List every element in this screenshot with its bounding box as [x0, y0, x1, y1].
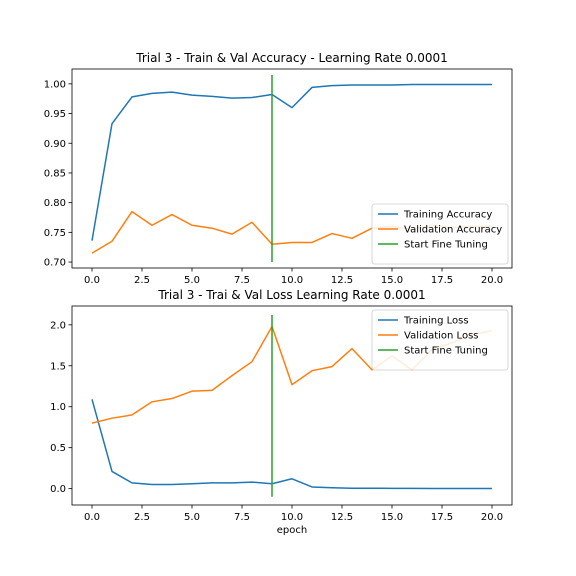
x-tick-label: 5.0 [184, 512, 200, 523]
x-tick-label: 20.0 [481, 275, 503, 286]
x-tick-label: 5.0 [184, 275, 200, 286]
y-tick-label: 1.0 [50, 402, 66, 413]
accuracy-chart: Trial 3 - Train & Val Accuracy - Learnin… [44, 51, 513, 286]
y-tick-label: 0.70 [44, 258, 66, 269]
y-tick-label: 0.0 [50, 484, 66, 495]
y-tick-label: 1.5 [50, 361, 66, 372]
y-tick-label: 0.75 [44, 228, 66, 239]
x-tick-label: 15.0 [381, 275, 403, 286]
y-tick-label: 1.00 [44, 79, 66, 90]
x-tick-label: 7.5 [234, 512, 250, 523]
accuracy-plot-area: 0.0 2.5 5.0 7.5 10.0 12.5 15.0 17.5 20.0 0.70 0.75… [44, 68, 513, 286]
training-loss-legend-label: Training Loss [403, 316, 469, 327]
accuracy-legend: Training Accuracy Validation Accuracy Star… [371, 203, 509, 265]
loss-legend: Training Loss Validation Loss Start Fine T… [371, 309, 509, 371]
y-tick-label: 2.0 [50, 320, 66, 331]
y-tick-label: 0.80 [44, 198, 66, 209]
x-tick-label: 2.5 [134, 275, 150, 286]
y-tick-label: 0.90 [44, 139, 66, 150]
legend-box [371, 203, 509, 265]
training-accuracy-line [91, 83, 492, 241]
training-loss-line [91, 399, 492, 490]
x-tick-label: 15.0 [381, 512, 403, 523]
x-tick-label: 0.0 [84, 275, 100, 286]
x-tick-label: 12.5 [331, 512, 353, 523]
x-tick-label: 0.0 [84, 512, 100, 523]
x-tick-label: 17.5 [431, 512, 453, 523]
x-tick-label: 12.5 [331, 275, 353, 286]
y-tick-label: 0.5 [50, 443, 66, 454]
loss-chart: Trial 3 - Trai & Val Loss Learning Rate … [50, 288, 513, 536]
validation-loss-legend-label: Validation Loss [404, 331, 479, 342]
y-tick-label: 0.95 [44, 109, 66, 120]
legend-box [371, 309, 509, 371]
x-tick-label: 17.5 [431, 275, 453, 286]
training-accuracy-legend-label: Training Accuracy [403, 210, 492, 221]
x-tick-label: 7.5 [234, 275, 250, 286]
validation-accuracy-legend-label: Validation Accuracy [404, 225, 502, 236]
x-tick-label: 10.0 [281, 512, 303, 523]
start-fine-tuning-legend-label: Start Fine Tuning [404, 240, 488, 251]
x-tick-label: 20.0 [481, 512, 503, 523]
loss-chart-title: Trial 3 - Trai & Val Loss Learning Rate … [157, 288, 425, 302]
x-tick-label: 10.0 [281, 275, 303, 286]
y-tick-label: 0.85 [44, 168, 66, 179]
x-tick-label: 2.5 [134, 512, 150, 523]
accuracy-chart-title: Trial 3 - Train & Val Accuracy - Learnin… [135, 51, 447, 65]
loss-x-axis-label: epoch [277, 525, 307, 536]
start-fine-tuning-legend-label: Start Fine Tuning [404, 346, 488, 357]
